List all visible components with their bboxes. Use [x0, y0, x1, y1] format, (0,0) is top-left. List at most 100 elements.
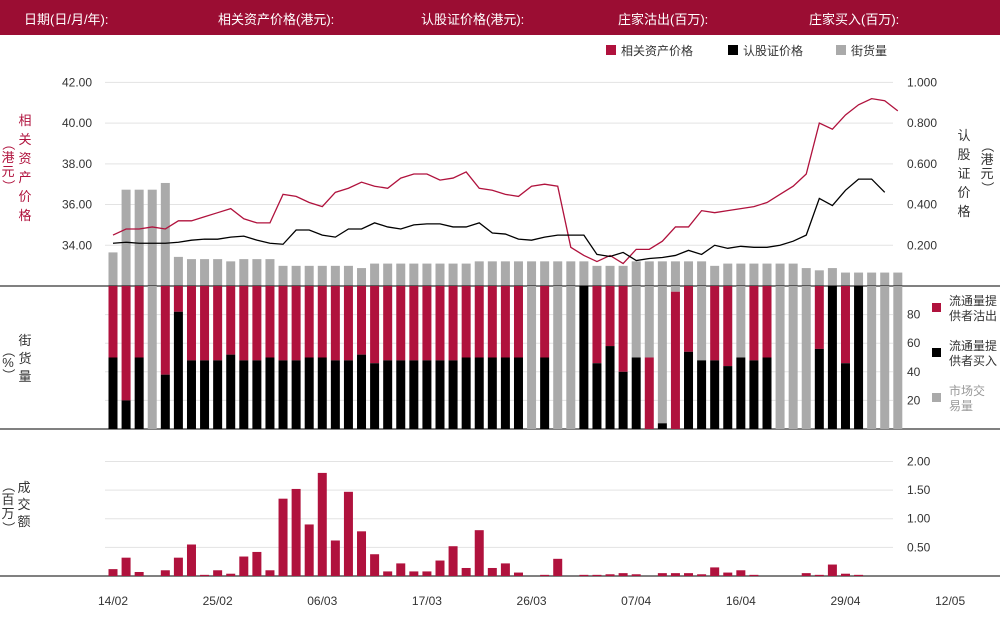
x-tick-label: 14/02 [98, 594, 128, 608]
street-volume-bar [801, 268, 811, 286]
svg-text:价: 价 [957, 185, 970, 200]
mm-sell-bar [200, 286, 210, 361]
legend: 相关资产价格 认股证价格 街货量 [606, 43, 887, 58]
street-volume-bar [239, 259, 249, 286]
mm-buy-bar [500, 357, 510, 429]
turnover-bar [213, 570, 223, 576]
turnover-bar [357, 531, 367, 576]
mm-buy-bar [540, 357, 550, 429]
svg-text:价: 价 [18, 189, 31, 204]
turnover-bar [409, 571, 419, 576]
turnover-bar [827, 564, 837, 576]
mm-sell-bar [291, 286, 301, 361]
x-tick-label: 25/02 [203, 594, 233, 608]
mid-legend-swatch [932, 393, 941, 402]
turnover-bar [553, 558, 563, 576]
mm-buy-bar [265, 357, 275, 429]
street-volume-bar [579, 261, 589, 286]
street-volume-bar [566, 261, 576, 286]
svg-text:街: 街 [18, 333, 31, 348]
mm-sell-bar [121, 286, 131, 401]
svg-text:万: 万 [1, 506, 14, 521]
x-tick-label: 17/03 [412, 594, 442, 608]
market-volume-bar [644, 286, 654, 358]
market-volume-bar [527, 286, 537, 429]
turnover-bar [330, 540, 340, 576]
street-volume-bar [723, 263, 733, 286]
street-volume-bar [474, 261, 484, 286]
market-volume-bar [736, 286, 746, 358]
turnover-bar [710, 567, 720, 576]
x-tick-label: 26/03 [517, 594, 547, 608]
svg-text:）: ） [1, 179, 16, 192]
mm-sell-bar [239, 286, 249, 361]
trade-share-bars [108, 286, 903, 429]
turnover-bar [291, 488, 301, 576]
mid-left-axis-label: 街货量 [18, 333, 31, 384]
street-volume-bar [880, 272, 890, 286]
svg-text:产: 产 [18, 170, 31, 185]
svg-text:百: 百 [1, 492, 14, 507]
mm-sell-label: 庄家沽出(百万): [618, 12, 709, 27]
mm-sell-bar [422, 286, 432, 361]
turnover-bar [749, 574, 759, 576]
market-volume-bar [867, 286, 877, 429]
mm-buy-bar [304, 357, 314, 429]
street-volume-bar [697, 261, 707, 286]
street-volume-bar [173, 256, 183, 286]
mm-buy-bar [121, 400, 131, 429]
mm-buy-bar [409, 360, 419, 429]
market-volume-bar [880, 286, 890, 429]
market-volume-bar [657, 286, 667, 424]
mm-buy-bar [357, 354, 367, 429]
mm-buy-bar [579, 286, 589, 429]
turnover-bar [657, 573, 667, 576]
turnover-bar [278, 498, 288, 576]
market-volume-bar [893, 286, 903, 429]
market-volume-bar [801, 286, 811, 429]
turnover-bar [422, 571, 432, 576]
street-volume-bar [814, 270, 824, 286]
mm-buy-bar [827, 286, 837, 429]
mm-sell-bar [710, 286, 720, 361]
svg-text:）: ） [1, 521, 16, 534]
turnover-bar [684, 573, 694, 576]
turnover-bars [108, 472, 864, 576]
svg-text:货: 货 [18, 351, 31, 366]
top-panel-ticks: 34.00 36.00 38.00 40.00 42.00 0.200 0.400 0.600… [62, 75, 937, 252]
mm-sell-bar [396, 286, 406, 361]
mm-sell-bar [173, 286, 183, 312]
y-left-tick-label: 40.00 [62, 116, 92, 130]
mm-buy-bar [108, 357, 118, 429]
mm-sell-bar [108, 286, 118, 358]
svg-text:（: （ [1, 137, 16, 150]
street-volume-bar [186, 259, 196, 286]
legend-swatch-street [836, 45, 846, 55]
middle-panel-ticks: 20 40 60 80 [907, 308, 921, 408]
svg-text:关: 关 [18, 132, 31, 147]
mm-buy-bar [173, 311, 183, 429]
mm-sell-bar [317, 286, 327, 358]
mm-buy-bar [422, 360, 432, 429]
street-volume-bar [304, 265, 314, 286]
street-volume-bar [435, 263, 445, 286]
mm-buy-bar [370, 363, 380, 429]
turnover-bar [540, 574, 550, 576]
y-left-tick-label: 36.00 [62, 198, 92, 212]
x-tick-label: 16/04 [726, 594, 756, 608]
top-panel-grid [105, 81, 893, 246]
y-right-tick-label: 0.400 [907, 198, 937, 212]
y-left-tick-label: 42.00 [62, 75, 92, 89]
street-volume-bar [291, 265, 301, 286]
y-right-tick-label: 0.800 [907, 116, 937, 130]
turnover-bar [474, 530, 484, 576]
mid-legend-swatch [932, 348, 941, 357]
turnover-bar [200, 574, 210, 576]
axis-side-labels: 相关资产价格（港元）认股证价格（港元）街货量（%）成交额（百万） [1, 113, 995, 535]
turnover-bar [383, 571, 393, 576]
street-volume-bar [108, 252, 118, 286]
street-volume-bar [893, 272, 903, 286]
mm-buy-bar [840, 363, 850, 429]
